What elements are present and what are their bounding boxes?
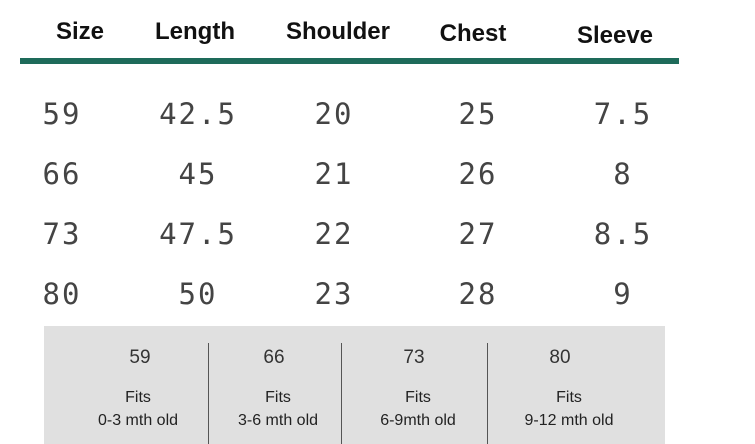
table-cell: 25: [458, 97, 498, 131]
notes-panel: [44, 326, 665, 444]
note-size: 80: [549, 347, 571, 368]
table-cell: 66: [42, 157, 82, 191]
column-header: Size: [55, 18, 105, 45]
table-cell: 45: [178, 157, 218, 191]
note-size: 73: [403, 347, 425, 368]
table-cell: 20: [314, 97, 354, 131]
column-header: Chest: [439, 20, 507, 47]
note-size: 59: [129, 347, 151, 368]
divider: [208, 343, 209, 444]
column-header: Length: [155, 18, 235, 45]
table-cell: 73: [42, 217, 82, 251]
divider: [341, 343, 342, 444]
note-fits: Fits: [265, 389, 291, 406]
table-cell: 42.5: [159, 97, 237, 131]
column-header: Shoulder: [285, 18, 391, 45]
table-cell: 27: [458, 217, 498, 251]
table-cell: 22: [314, 217, 354, 251]
table-cell: 80: [42, 277, 82, 311]
note-age: 3-6 mth old: [237, 412, 319, 429]
table-cell: 21: [314, 157, 354, 191]
note-fits: Fits: [405, 389, 431, 406]
table-cell: 59: [42, 97, 82, 131]
header-rule: [20, 58, 679, 64]
table-cell: 26: [458, 157, 498, 191]
table-cell: 23: [314, 277, 354, 311]
note-size: 66: [263, 347, 285, 368]
table-cell: 50: [178, 277, 218, 311]
table-cell: 8.5: [593, 217, 653, 251]
table-cell: 7.5: [593, 97, 653, 131]
note-age: 6-9mth old: [380, 412, 456, 429]
note-age: 0-3 mth old: [97, 412, 179, 429]
divider: [487, 343, 488, 444]
note-age: 9-12 mth old: [524, 412, 614, 429]
table-cell: 28: [458, 277, 498, 311]
table-cell: 8: [613, 157, 633, 191]
table-cell: 47.5: [159, 217, 237, 251]
column-header: Sleeve: [576, 22, 654, 49]
note-fits: Fits: [125, 389, 151, 406]
note-fits: Fits: [556, 389, 582, 406]
table-cell: 9: [613, 277, 633, 311]
